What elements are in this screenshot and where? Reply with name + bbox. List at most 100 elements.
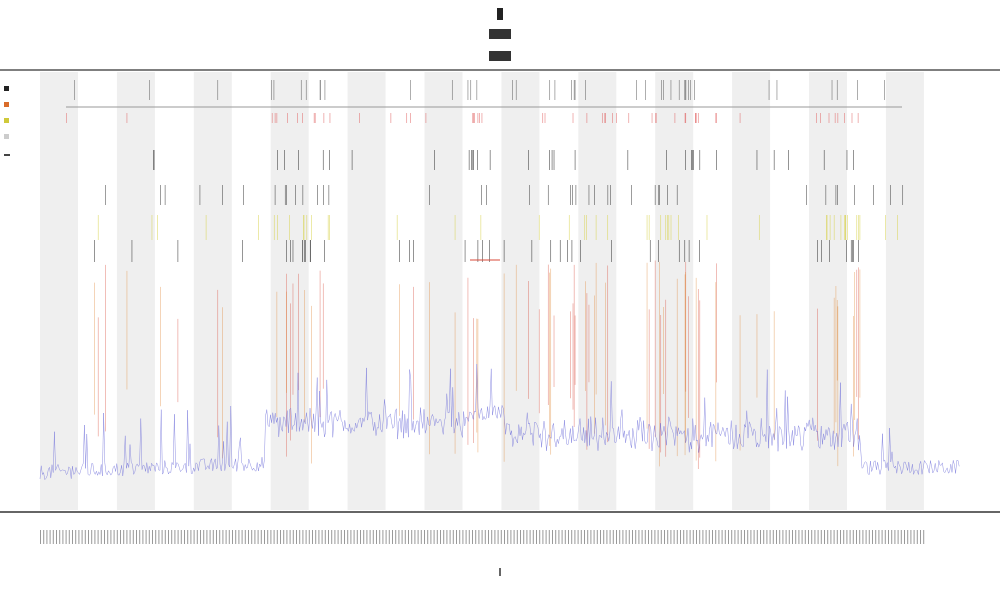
tick-glyph bbox=[702, 530, 704, 544]
tick-glyph bbox=[158, 530, 160, 544]
tick-glyph bbox=[107, 530, 109, 544]
tick-glyph bbox=[536, 530, 537, 544]
tick-glyph bbox=[660, 530, 662, 544]
tick-glyph bbox=[843, 530, 845, 544]
tick-glyph bbox=[747, 530, 749, 544]
tick-glyph bbox=[177, 530, 179, 544]
tick-glyph bbox=[830, 530, 832, 544]
tick-glyph bbox=[43, 530, 45, 544]
tick-glyph bbox=[625, 530, 627, 544]
tick-glyph bbox=[814, 530, 816, 544]
tick-glyph bbox=[363, 530, 365, 544]
tick-glyph bbox=[395, 530, 397, 544]
tick-glyph bbox=[824, 530, 825, 544]
tick-glyph bbox=[123, 530, 125, 544]
tick-glyph bbox=[148, 530, 150, 544]
tick-glyph bbox=[40, 530, 41, 544]
tick-glyph bbox=[136, 530, 137, 544]
tick-glyph bbox=[244, 530, 246, 544]
tick-glyph bbox=[548, 530, 550, 544]
tick-glyph bbox=[881, 530, 883, 544]
tick-glyph bbox=[222, 530, 224, 544]
tick-glyph bbox=[366, 530, 368, 544]
tick-glyph bbox=[59, 530, 61, 544]
tick-glyph bbox=[616, 530, 617, 544]
stripe bbox=[40, 72, 78, 510]
tick-glyph bbox=[862, 530, 864, 544]
tick-glyph bbox=[804, 530, 806, 544]
tick-glyph bbox=[308, 530, 310, 544]
tick-glyph bbox=[587, 530, 589, 544]
tick-glyph bbox=[116, 530, 118, 544]
tick-glyph bbox=[712, 530, 713, 544]
tick-glyph bbox=[446, 530, 448, 544]
tick-glyph bbox=[795, 530, 797, 544]
tick-glyph bbox=[584, 530, 585, 544]
tick-glyph bbox=[392, 530, 393, 544]
tick-glyph bbox=[734, 530, 736, 544]
tick-glyph bbox=[283, 530, 285, 544]
tick-glyph bbox=[910, 530, 912, 544]
tick-glyph bbox=[462, 530, 464, 544]
tick-glyph bbox=[472, 530, 473, 544]
tick-glyph bbox=[641, 530, 643, 544]
tick-glyph bbox=[904, 530, 905, 544]
tick-glyph bbox=[920, 530, 921, 544]
tick-glyph bbox=[209, 530, 211, 544]
tick-glyph bbox=[772, 530, 774, 544]
tick-glyph bbox=[516, 530, 518, 544]
tick-glyph bbox=[856, 530, 857, 544]
tick-glyph bbox=[776, 530, 777, 544]
axis-title-glyph bbox=[499, 568, 501, 576]
tick-glyph bbox=[542, 530, 544, 544]
tick-glyph bbox=[686, 530, 688, 544]
tick-glyph bbox=[574, 530, 576, 544]
stripe bbox=[732, 72, 771, 510]
tick-glyph bbox=[900, 530, 902, 544]
tick-glyph bbox=[356, 530, 358, 544]
tick-glyph bbox=[452, 530, 454, 544]
tick-glyph bbox=[507, 530, 509, 544]
stripe bbox=[885, 72, 924, 510]
tick-glyph bbox=[196, 530, 198, 544]
tick-glyph bbox=[606, 530, 608, 544]
tick-glyph bbox=[456, 530, 457, 544]
tick-glyph bbox=[468, 530, 470, 544]
tick-glyph bbox=[689, 530, 691, 544]
tick-glyph bbox=[564, 530, 566, 544]
tick-glyph bbox=[868, 530, 870, 544]
tick-glyph bbox=[46, 530, 48, 544]
tick-glyph bbox=[324, 530, 326, 544]
tick-glyph bbox=[715, 530, 717, 544]
tick-glyph bbox=[280, 530, 281, 544]
tick-glyph bbox=[299, 530, 301, 544]
tick-glyph bbox=[491, 530, 493, 544]
tick-glyph bbox=[104, 530, 105, 544]
tick-glyph bbox=[680, 530, 681, 544]
tick-glyph bbox=[78, 530, 80, 544]
tick-glyph bbox=[667, 530, 669, 544]
tick-glyph bbox=[833, 530, 835, 544]
tick-glyph bbox=[875, 530, 877, 544]
tick-glyph bbox=[164, 530, 166, 544]
tick-glyph bbox=[603, 530, 605, 544]
tick-glyph bbox=[113, 530, 115, 544]
tick-glyph bbox=[81, 530, 83, 544]
tick-glyph bbox=[718, 530, 720, 544]
tick-glyph bbox=[408, 530, 409, 544]
axis-label-glyphs bbox=[40, 530, 925, 544]
tick-glyph bbox=[225, 530, 227, 544]
tick-glyph bbox=[292, 530, 294, 544]
stripe bbox=[193, 72, 232, 510]
tick-glyph bbox=[916, 530, 918, 544]
tick-glyph bbox=[120, 530, 121, 544]
tick-glyph bbox=[497, 530, 499, 544]
stripe bbox=[116, 72, 155, 510]
tick-glyph bbox=[398, 530, 400, 544]
signal-trace bbox=[39, 364, 960, 481]
tick-glyph bbox=[504, 530, 505, 544]
tick-glyph bbox=[622, 530, 624, 544]
tick-glyph bbox=[132, 530, 134, 544]
tick-glyph bbox=[744, 530, 745, 544]
